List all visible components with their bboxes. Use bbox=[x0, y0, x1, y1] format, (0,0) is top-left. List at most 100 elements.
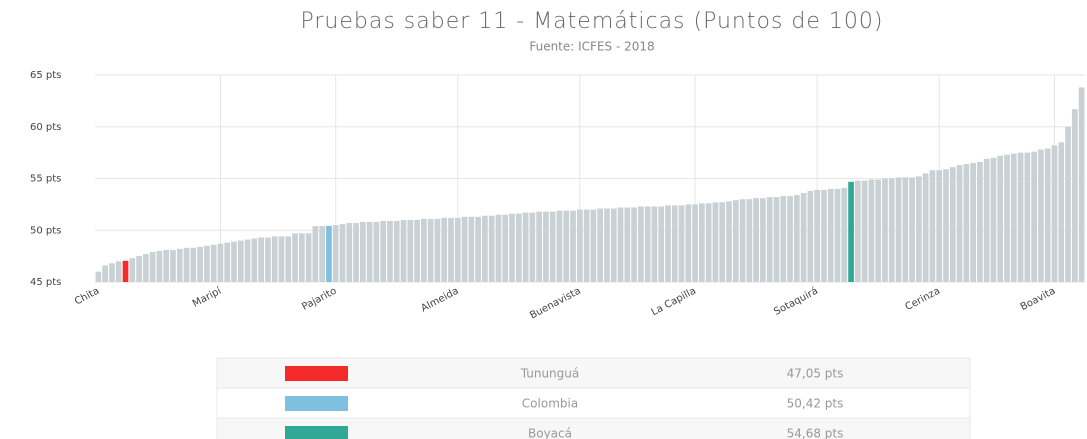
bar bbox=[930, 170, 936, 282]
bar bbox=[991, 158, 997, 282]
bar bbox=[814, 190, 820, 282]
bar bbox=[258, 237, 264, 282]
x-tick-label: Maripí bbox=[190, 284, 224, 310]
bar bbox=[509, 214, 515, 282]
bar bbox=[835, 189, 841, 282]
bar bbox=[760, 198, 766, 282]
bar bbox=[482, 216, 488, 282]
bar bbox=[326, 226, 332, 282]
bar bbox=[184, 248, 190, 282]
bar bbox=[319, 226, 325, 282]
bar bbox=[767, 197, 773, 282]
bar bbox=[455, 218, 461, 282]
row-name: Tununguá bbox=[520, 367, 580, 381]
x-tick-label: Almeida bbox=[419, 286, 460, 315]
bar bbox=[882, 179, 888, 283]
bar bbox=[252, 239, 258, 282]
bar bbox=[292, 233, 298, 282]
bar bbox=[102, 265, 108, 282]
bar bbox=[475, 217, 481, 282]
bar bbox=[1079, 87, 1085, 282]
bar bbox=[313, 226, 319, 282]
bar bbox=[685, 204, 691, 282]
bar bbox=[1072, 109, 1078, 282]
bar bbox=[787, 196, 793, 282]
bar bbox=[163, 250, 169, 282]
bar bbox=[285, 236, 291, 282]
x-tick-label: La Capilla bbox=[650, 286, 698, 319]
bar bbox=[245, 240, 251, 282]
bar bbox=[272, 236, 278, 282]
bar bbox=[496, 215, 502, 282]
bar bbox=[414, 220, 420, 282]
x-tick-label: Chita bbox=[73, 286, 101, 308]
bar bbox=[197, 247, 203, 282]
bar bbox=[957, 165, 963, 282]
bar bbox=[794, 195, 800, 282]
bar bbox=[516, 214, 522, 282]
bar bbox=[238, 241, 244, 282]
chart-title: Pruebas saber 11 - Matemáticas (Puntos d… bbox=[301, 9, 884, 34]
bar bbox=[896, 177, 902, 282]
bar bbox=[1065, 127, 1071, 282]
bar bbox=[747, 199, 753, 282]
bar bbox=[157, 251, 163, 282]
bar bbox=[658, 206, 664, 282]
bar bbox=[1011, 154, 1017, 282]
bar bbox=[611, 209, 617, 282]
bar bbox=[672, 205, 678, 282]
bar bbox=[428, 219, 434, 282]
bar bbox=[740, 199, 746, 282]
bar bbox=[624, 207, 630, 282]
bar bbox=[801, 193, 807, 282]
bar bbox=[394, 221, 400, 282]
bar bbox=[299, 233, 305, 282]
bar bbox=[570, 211, 576, 282]
bar bbox=[346, 223, 352, 282]
y-tick-label: 45 pts bbox=[30, 277, 61, 288]
color-swatch bbox=[285, 426, 348, 439]
bar bbox=[821, 190, 827, 282]
bar bbox=[462, 217, 468, 282]
bar bbox=[699, 203, 705, 282]
bar bbox=[1052, 145, 1058, 282]
bar bbox=[1058, 142, 1064, 282]
bar bbox=[279, 236, 285, 282]
row-value: 47,05 pts bbox=[787, 367, 844, 381]
bar bbox=[889, 179, 895, 283]
bar bbox=[808, 191, 814, 282]
bar bbox=[970, 163, 976, 282]
bar bbox=[638, 206, 644, 282]
bar bbox=[963, 164, 969, 282]
row-value: 50,42 pts bbox=[787, 397, 844, 411]
x-tick-label: Boavita bbox=[1019, 286, 1058, 313]
bar bbox=[143, 254, 149, 282]
bar bbox=[753, 198, 759, 282]
bar bbox=[190, 248, 196, 282]
bar bbox=[96, 272, 102, 282]
bar bbox=[774, 197, 780, 282]
bar bbox=[530, 213, 536, 282]
bar bbox=[563, 211, 569, 282]
bar bbox=[468, 217, 474, 282]
bar bbox=[421, 219, 427, 282]
y-tick-label: 50 pts bbox=[30, 225, 61, 236]
bar bbox=[943, 169, 949, 282]
bar bbox=[713, 202, 719, 282]
bar bbox=[577, 210, 583, 282]
y-tick-label: 65 pts bbox=[30, 70, 61, 81]
color-swatch bbox=[285, 366, 348, 381]
bar bbox=[631, 207, 637, 282]
bar bbox=[224, 243, 230, 282]
bar bbox=[333, 225, 339, 282]
x-tick-label: Buenavista bbox=[528, 286, 582, 322]
bar bbox=[129, 258, 135, 282]
bar bbox=[502, 215, 508, 282]
bar bbox=[1045, 148, 1051, 282]
bar bbox=[380, 221, 386, 282]
row-name: Boyacá bbox=[528, 427, 572, 439]
bar bbox=[584, 210, 590, 282]
bar bbox=[733, 200, 739, 282]
bar bbox=[848, 182, 854, 282]
bar bbox=[869, 180, 875, 282]
